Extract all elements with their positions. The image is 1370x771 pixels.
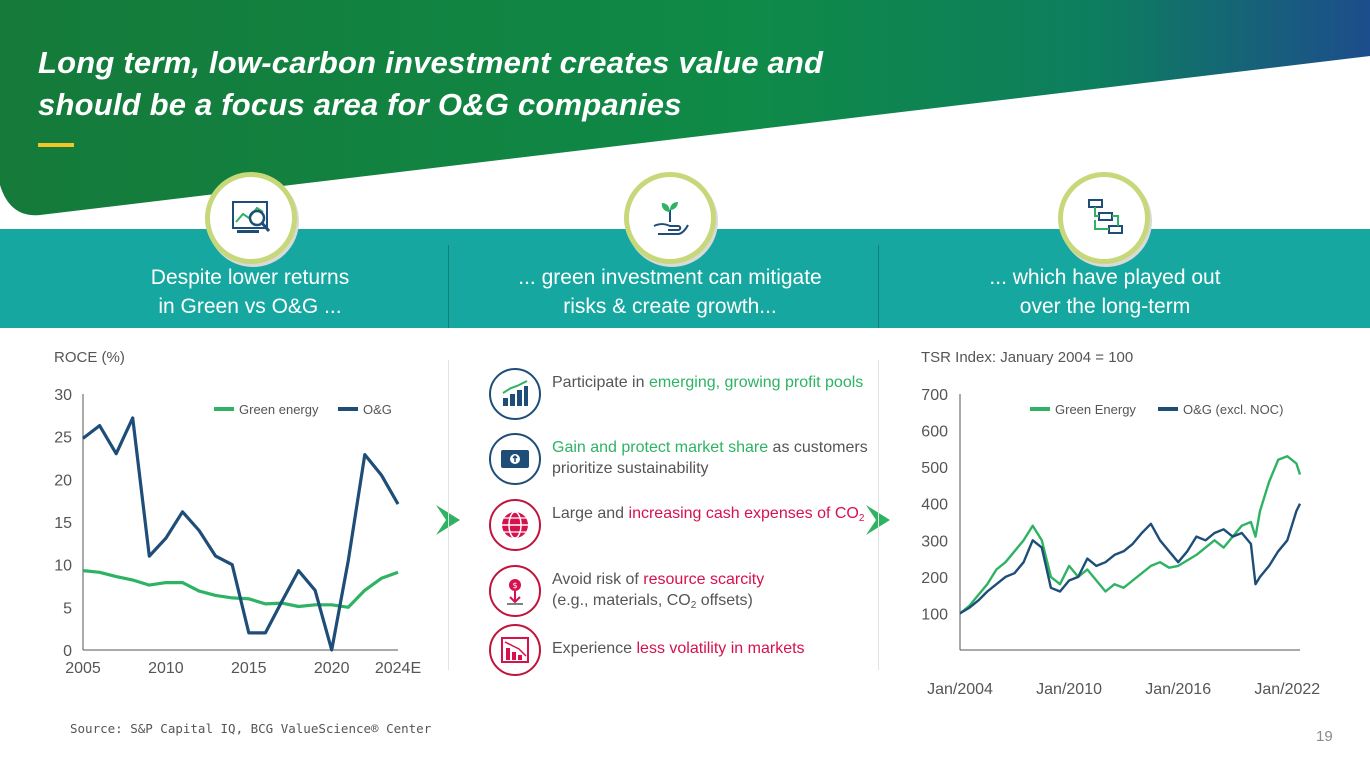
tsr-line-chart: 100 200 300 400 500 600 700 Jan/2004 Jan/2010 Jan… — [921, 387, 1320, 698]
x-tick-label: Jan/2016 — [1145, 681, 1211, 698]
globe-icon — [489, 499, 541, 551]
column-heading-1: Despite lower returns in Green vs O&G ... — [150, 266, 350, 318]
x-tick-label: 2020 — [314, 660, 350, 677]
legend-label: O&G — [363, 402, 392, 417]
y-tick-label: 500 — [921, 460, 948, 477]
legend-label: Green energy — [239, 402, 319, 417]
bullet-co2-expenses: Large and increasing cash expenses of CO… — [489, 499, 869, 551]
bullet-market-share: Gain and protect market share as custome… — [489, 433, 869, 485]
column-separator-line — [448, 360, 449, 670]
legend-label: O&G (excl. NOC) — [1183, 402, 1283, 417]
bullet-highlight: increasing cash expenses of CO — [628, 505, 859, 522]
y-tick-label: 0 — [63, 643, 72, 660]
resource-drop-icon: $ — [489, 565, 541, 617]
column-heading-3: ... which have played out over the long-t… — [989, 266, 1221, 318]
bullet-highlight: Gain and protect market share — [552, 439, 769, 456]
x-tick-label: 2015 — [231, 660, 267, 677]
y-tick-label: 5 — [63, 600, 72, 617]
legend-label: Green Energy — [1055, 402, 1136, 417]
y-tick-label: 15 — [54, 515, 72, 532]
series-line-o-g — [82, 416, 400, 652]
bullet-resource-scarcity: $ Avoid risk of resource scarcity (e.g.,… — [489, 565, 869, 617]
x-tick-label: Jan/2004 — [927, 681, 993, 698]
y-tick-label: 700 — [921, 387, 948, 404]
series-line-o-g-excl-noc- — [959, 503, 1302, 615]
analytics-magnifier-icon — [205, 172, 297, 264]
title-accent-bar — [38, 143, 74, 147]
bullet-highlight: emerging, growing profit pools — [648, 374, 864, 391]
bullet-text: as customers prioritize sustainability — [552, 439, 868, 477]
process-flow-icon — [1058, 172, 1150, 264]
bullet-text: Experience — [552, 640, 637, 657]
bullet-highlight: resource scarcity — [643, 571, 765, 588]
bullet-text: offsets) — [696, 592, 753, 609]
column-divider — [878, 245, 879, 328]
x-tick-label: Jan/2010 — [1036, 681, 1102, 698]
bullet-text: (e.g., materials, CO — [552, 592, 691, 609]
x-tick-label: Jan/2022 — [1254, 681, 1320, 698]
subscript: 2 — [858, 513, 865, 524]
bullet-text: Large and — [552, 505, 629, 522]
declining-chart-icon — [489, 624, 541, 676]
roce-chart-title: ROCE (%) — [54, 349, 125, 366]
page-title: Long term, low-carbon investment creates… — [38, 45, 824, 122]
column-divider — [448, 245, 449, 328]
y-tick-label: 400 — [921, 497, 948, 514]
header-banner — [0, 0, 1370, 216]
page-number: 19 — [1316, 728, 1333, 745]
y-tick-label: 20 — [54, 472, 72, 489]
x-tick-label: 2010 — [148, 660, 184, 677]
column-separator-line — [878, 360, 879, 670]
roce-line-chart: 0 5 10 15 20 25 30 2005 2010 2015 2020 2024E Green e… — [54, 387, 421, 677]
svg-text:$: $ — [512, 581, 517, 590]
x-tick-label: 2024E — [375, 660, 421, 677]
y-tick-label: 25 — [54, 430, 72, 447]
subscript: 2 — [690, 600, 697, 611]
bullet-highlight: less volatility in markets — [636, 640, 805, 657]
y-tick-label: 10 — [54, 558, 72, 575]
money-bill-icon — [489, 433, 541, 485]
x-tick-label: 2005 — [65, 660, 101, 677]
y-tick-label: 30 — [54, 387, 72, 404]
bullet-text: Avoid risk of — [552, 571, 644, 588]
tsr-chart-title: TSR Index: January 2004 = 100 — [921, 349, 1134, 366]
bullet-text: Participate in — [552, 374, 649, 391]
y-tick-label: 300 — [921, 533, 948, 550]
chevron-right-icon — [436, 505, 460, 535]
y-tick-label: 600 — [921, 424, 948, 441]
bullet-profit-pools: Participate in emerging, growing profit … — [489, 368, 869, 420]
y-tick-label: 100 — [921, 606, 948, 623]
column-heading-2: ... green investment can mitigate risks &… — [518, 266, 822, 318]
series-line-green-energy — [959, 454, 1302, 615]
bullet-volatility: Experience less volatility in markets — [489, 624, 869, 676]
source-note: Source: S&P Capital IQ, BCG ValueScience… — [70, 721, 432, 736]
y-tick-label: 200 — [921, 570, 948, 587]
bar-chart-growth-icon — [489, 368, 541, 420]
hand-plant-icon — [624, 172, 716, 264]
